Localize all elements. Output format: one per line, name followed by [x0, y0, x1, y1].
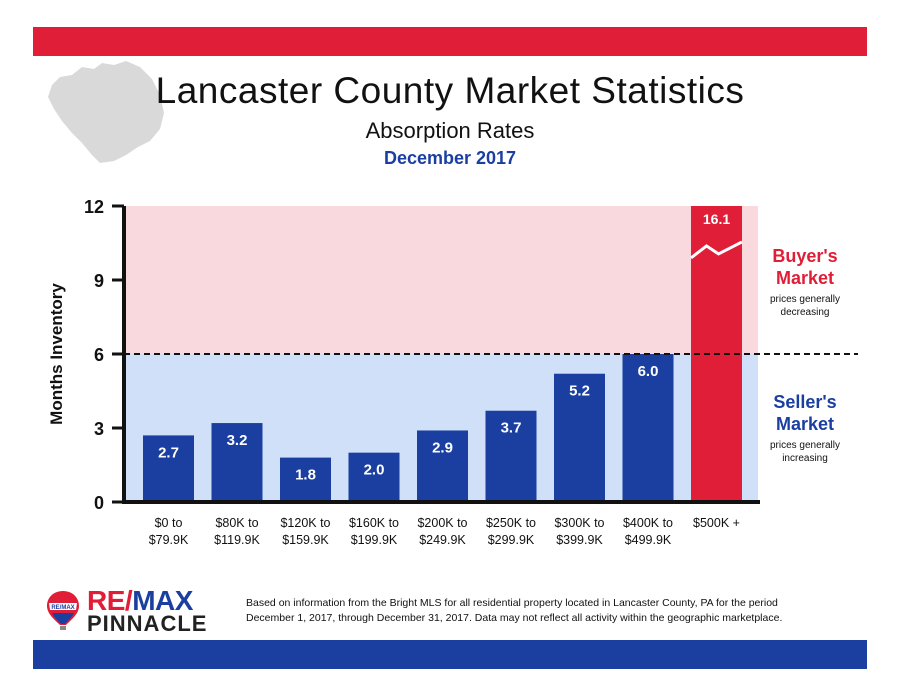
logo-name: RE/MAX	[87, 585, 193, 617]
y-tick-label: 12	[84, 197, 104, 217]
bar-value-label: 2.9	[432, 439, 453, 456]
y-tick-label: 0	[94, 493, 104, 513]
bar	[143, 435, 194, 502]
source-footnote: Based on information from the Bright MLS…	[246, 596, 856, 626]
remax-balloon-icon: RE/MAX	[47, 591, 79, 630]
bar-value-label: 3.7	[501, 420, 522, 437]
x-tick-label: $200K to	[417, 516, 467, 530]
logo-mark-text: RE/MAX	[51, 605, 74, 611]
zone-note: prices generally	[770, 440, 840, 451]
bottom-blue-band	[33, 640, 867, 669]
x-tick-label: $500K +	[693, 516, 740, 530]
x-tick-label: $119.9K	[214, 533, 260, 547]
y-tick-label: 9	[94, 271, 104, 291]
axis-break-mark	[690, 240, 743, 260]
y-tick-label: 6	[94, 345, 104, 365]
zone-note: prices generally	[770, 294, 840, 305]
bar	[211, 423, 263, 502]
zone-heading: Market	[776, 414, 834, 434]
logo-tagline: PINNACLE	[87, 611, 208, 636]
bar	[622, 354, 674, 502]
bar-value-label: 2.0	[364, 462, 385, 479]
x-tick-label: $159.9K	[282, 533, 329, 547]
x-tick-label: $79.9K	[149, 533, 189, 547]
x-tick-label: $120K to	[280, 516, 330, 530]
zone-note: decreasing	[781, 307, 830, 318]
x-tick-label: $160K to	[349, 516, 399, 530]
x-tick-label: $300K to	[554, 516, 604, 530]
bar	[417, 430, 468, 502]
bar-value-label: 3.2	[227, 432, 248, 449]
top-red-band	[33, 27, 867, 56]
absorption-rate-chart: 2.7 3.2 1.8 2.0 2.9 3.7 5.2 6.0 16.1 0 3 6 9 12 Mont…	[47, 197, 858, 547]
zone-heading: Market	[776, 268, 834, 288]
bar-value-label: 16.1	[703, 211, 730, 227]
bar	[348, 452, 400, 502]
bar	[554, 373, 605, 502]
x-tick-label: $0 to	[155, 516, 183, 530]
footnote-line-1: Based on information from the Bright MLS…	[246, 597, 778, 609]
bar	[485, 410, 537, 502]
logo-name-re: RE/	[87, 585, 133, 616]
x-tick-label: $399.9K	[556, 533, 603, 547]
zone-heading: Seller's	[773, 392, 836, 412]
bar-value-label: 1.8	[295, 467, 316, 484]
zone-heading: Buyer's	[772, 246, 837, 266]
page-title: Lancaster County Market Statistics	[155, 70, 745, 111]
x-tick-label: $299.9K	[488, 533, 535, 547]
buyers-market-zone	[124, 206, 758, 354]
x-tick-label: $250K to	[486, 516, 536, 530]
remax-pinnacle-logo: RE/MAX RE/MAX PINNACLE	[45, 585, 215, 636]
y-tick-label: 3	[94, 419, 104, 439]
report-date: December 2017	[383, 148, 517, 168]
x-tick-label: $80K to	[215, 516, 258, 530]
footnote-line-2: December 1, 2017, through December 31, 2…	[246, 612, 783, 624]
x-tick-label: $499.9K	[625, 533, 672, 547]
bar-value-label: 6.0	[638, 363, 659, 380]
page-subtitle: Absorption Rates	[365, 118, 535, 143]
zone-note: increasing	[782, 453, 828, 464]
bar	[280, 457, 331, 502]
bar-value-label: 2.7	[158, 444, 179, 461]
logo-name-max: MAX	[132, 585, 193, 616]
y-axis-label: Months Inventory	[47, 283, 66, 425]
x-tick-label: $400K to	[623, 516, 673, 530]
x-tick-label: $249.9K	[419, 533, 466, 547]
bar-value-label: 5.2	[569, 383, 590, 400]
county-map-icon	[48, 61, 164, 163]
x-tick-label: $199.9K	[351, 533, 398, 547]
